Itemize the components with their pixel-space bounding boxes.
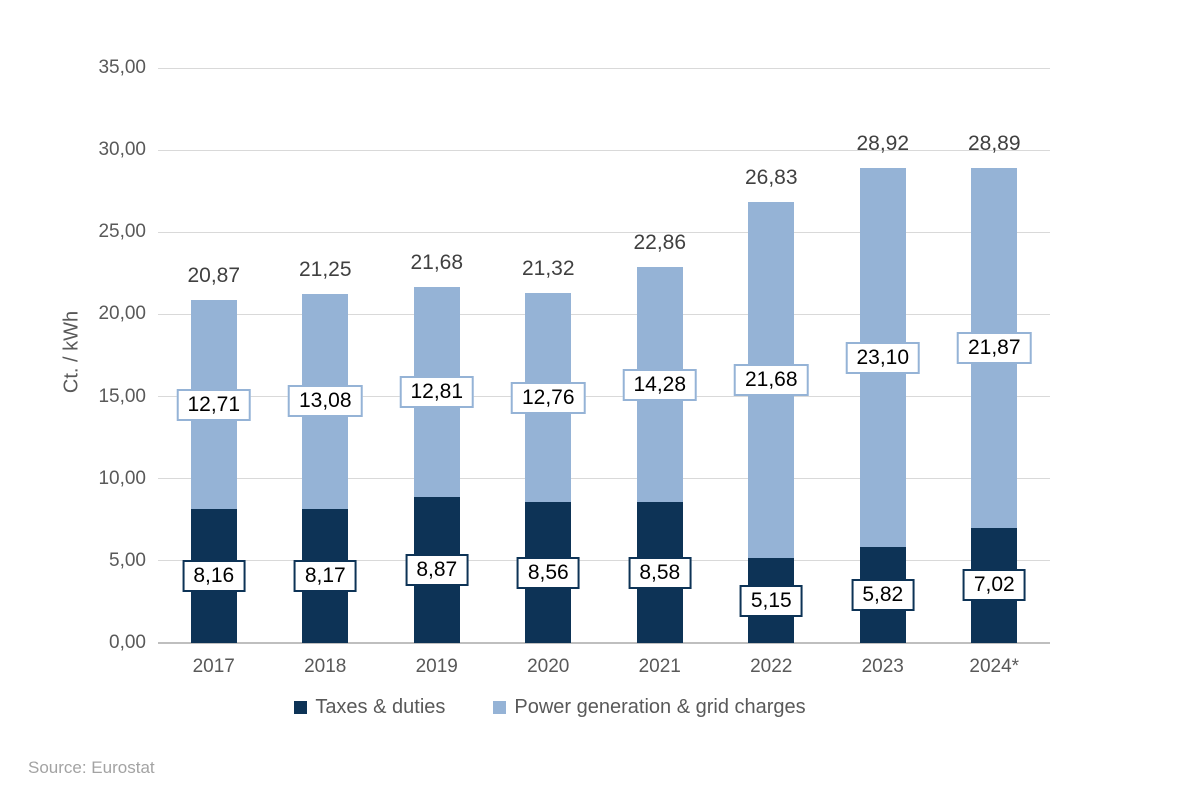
y-tick-label: 25,00	[98, 221, 146, 243]
x-tick-label-2023: 2023	[861, 656, 904, 677]
value-label-power-generation-grid-charges-2024: 21,87	[956, 332, 1032, 365]
x-tick-label-2019: 2019	[415, 656, 458, 677]
gridline	[158, 149, 1050, 151]
value-label-power-generation-grid-charges-2019: 12,81	[399, 376, 475, 409]
y-tick-label: 15,00	[98, 385, 146, 407]
total-label-2024: 28,89	[967, 132, 1021, 156]
total-label-2023: 28,92	[856, 131, 910, 155]
value-label-power-generation-grid-charges-2021: 14,28	[622, 368, 698, 401]
gridline	[158, 313, 1050, 315]
total-label-2017: 20,87	[187, 264, 241, 288]
value-label-power-generation-grid-charges-2020: 12,76	[510, 381, 586, 414]
value-label-power-generation-grid-charges-2023: 23,10	[845, 341, 921, 374]
value-label-taxes-duties-2021: 8,58	[628, 556, 692, 589]
value-label-taxes-duties-2022: 5,15	[739, 584, 803, 617]
x-tick-label-2017: 2017	[192, 656, 235, 677]
value-label-power-generation-grid-charges-2017: 12,71	[176, 388, 252, 421]
value-label-taxes-duties-2017: 8,16	[182, 559, 246, 592]
value-label-taxes-duties-2020: 8,56	[516, 556, 580, 589]
y-tick-label: 0,00	[109, 632, 146, 653]
total-label-2022: 26,83	[744, 166, 798, 190]
x-axis-line	[158, 642, 1050, 644]
gridline	[158, 67, 1050, 69]
x-tick-label-2024: 2024*	[969, 656, 1020, 677]
value-label-taxes-duties-2019: 8,87	[405, 554, 469, 587]
value-label-power-generation-grid-charges-2022: 21,68	[733, 364, 809, 397]
legend-label-power-generation-grid-charges: Power generation & grid charges	[514, 696, 806, 718]
legend-item-power-generation-grid-charges: Power generation & grid charges	[493, 696, 806, 719]
source-note: Source: Eurostat	[28, 758, 155, 777]
legend: Taxes & duties Power generation & grid ch…	[0, 696, 1100, 719]
x-tick-label-2022: 2022	[750, 656, 793, 677]
legend-swatch-power-generation-grid-charges	[493, 701, 507, 714]
gridline	[158, 231, 1050, 233]
legend-swatch-taxes-duties	[294, 701, 308, 714]
total-label-2020: 21,32	[521, 256, 575, 280]
gridline	[158, 396, 1050, 398]
legend-label-taxes-duties: Taxes & duties	[315, 696, 446, 718]
y-tick-label: 5,00	[109, 549, 146, 571]
y-tick-label: 30,00	[98, 139, 146, 161]
total-label-2019: 21,68	[410, 250, 464, 274]
total-label-2018: 21,25	[298, 257, 352, 281]
gridline	[158, 478, 1050, 480]
x-tick-label-2021: 2021	[638, 656, 681, 677]
y-tick-label: 20,00	[98, 303, 146, 325]
value-label-taxes-duties-2018: 8,17	[293, 559, 357, 592]
total-label-2021: 22,86	[633, 231, 687, 255]
value-label-power-generation-grid-charges-2018: 13,08	[287, 385, 363, 418]
x-tick-label-2018: 2018	[304, 656, 347, 677]
y-tick-label: 10,00	[98, 467, 146, 489]
value-label-taxes-duties-2024: 7,02	[962, 569, 1026, 602]
value-label-taxes-duties-2023: 5,82	[851, 579, 915, 612]
legend-item-taxes-duties: Taxes & duties	[294, 696, 445, 719]
y-tick-label: 35,00	[98, 57, 146, 78]
gridline	[158, 560, 1050, 562]
x-tick-label-2020: 2020	[527, 656, 570, 677]
